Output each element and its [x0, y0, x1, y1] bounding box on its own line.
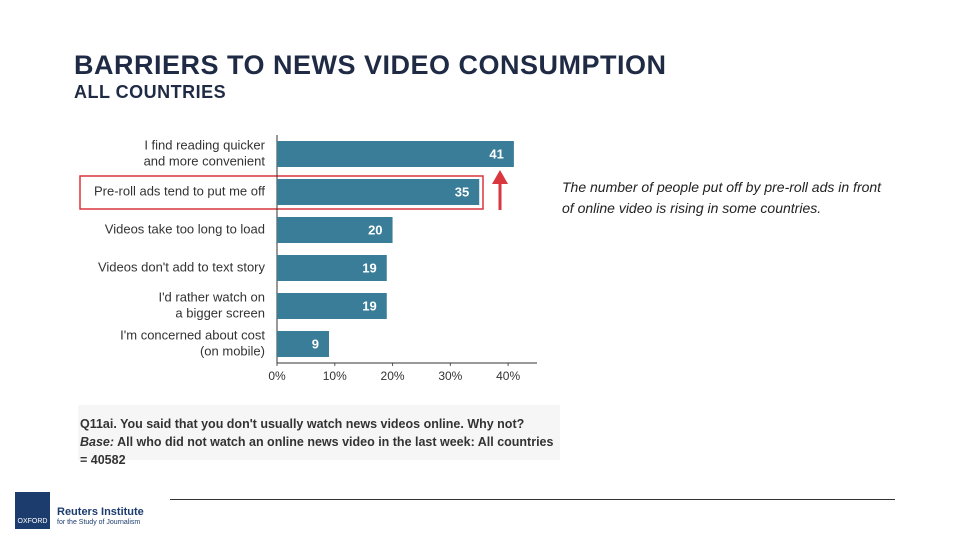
- bar: [277, 179, 480, 205]
- category-label: (on mobile): [200, 343, 265, 358]
- category-label: Pre-roll ads tend to put me off: [94, 183, 265, 198]
- bar: [277, 141, 514, 167]
- value-label: 35: [455, 184, 469, 199]
- value-label: 20: [368, 222, 382, 237]
- category-label: Videos take too long to load: [105, 221, 265, 236]
- note: Q11ai. You said that you don't usually w…: [78, 405, 560, 467]
- note-base-label: Base:: [80, 435, 115, 449]
- subtitle: ALL COUNTRIES: [74, 82, 227, 102]
- value-label: 19: [362, 298, 376, 313]
- bar: [277, 217, 393, 243]
- category-label: I find reading quicker: [144, 137, 265, 152]
- bar: [277, 293, 387, 319]
- category-label: I'd rather watch on: [158, 289, 265, 304]
- value-label: 41: [489, 146, 503, 161]
- x-tick-label: 30%: [438, 369, 462, 383]
- note-base: All who did not watch an online news vid…: [80, 435, 554, 467]
- category-label: I'm concerned about cost: [120, 327, 265, 342]
- value-label: 19: [362, 260, 376, 275]
- logo-name: Reuters Institute: [57, 506, 144, 518]
- arrow-head: [492, 170, 508, 184]
- category-label: Videos don't add to text story: [98, 259, 266, 274]
- category-label: and more convenient: [144, 153, 266, 168]
- title: BARRIERS TO NEWS VIDEO CONSUMPTION: [74, 50, 667, 80]
- note-question: Q11ai. You said that you don't usually w…: [80, 417, 525, 431]
- x-tick-label: 10%: [323, 369, 347, 383]
- x-tick-label: 40%: [496, 369, 520, 383]
- x-tick-label: 20%: [381, 369, 405, 383]
- value-label: 9: [312, 336, 319, 351]
- logo-tagline: for the Study of Journalism: [57, 519, 141, 526]
- highlight-box: [79, 175, 484, 210]
- annotation: The number of people put off by pre-roll…: [562, 179, 882, 216]
- footer-rule: [170, 499, 895, 500]
- category-label: a bigger screen: [175, 305, 265, 320]
- bar: [277, 331, 329, 357]
- logo-crest: OXFORD: [15, 492, 50, 529]
- x-tick-label: 0%: [268, 369, 286, 383]
- bar: [277, 255, 387, 281]
